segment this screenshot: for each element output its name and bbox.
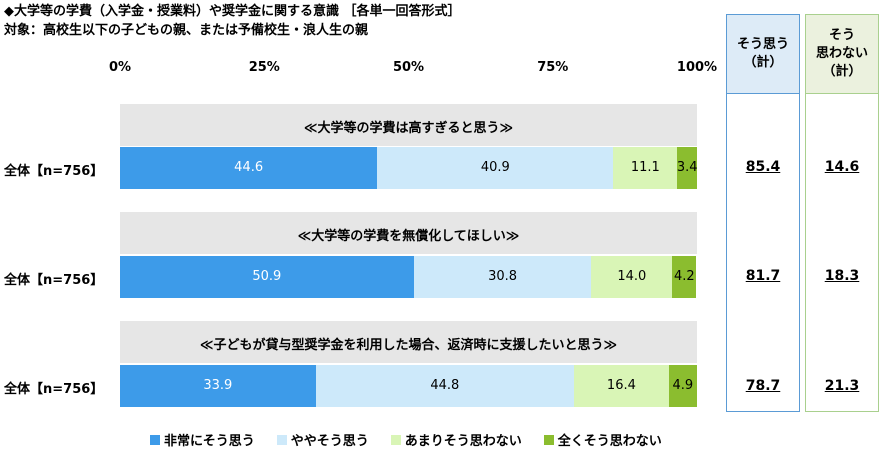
bar-data-label: 16.4: [606, 378, 636, 393]
disagree-total-header: そう 思わない （計）: [805, 14, 879, 94]
bar-data-label: 3.4: [676, 160, 698, 175]
agree-total-value: 78.7: [745, 378, 781, 394]
disagree-total-value: 18.3: [824, 268, 860, 284]
bar-data-label: 33.9: [203, 378, 233, 393]
agree-total-header: そう思う （計）: [726, 14, 800, 94]
bar-segment: [672, 256, 697, 298]
bar-data-label: 11.1: [630, 160, 660, 175]
bar-segment: [591, 256, 673, 298]
agree-total-value: 81.7: [745, 268, 781, 284]
disagree-total-value: 21.3: [824, 378, 860, 394]
legend-swatch: [150, 434, 160, 445]
question-label: ≪大学等の学費は高すぎると思う≫: [303, 121, 514, 136]
chart-title: ◆大学等の学費（入学金・授業料）や奨学金に関する意識 ［各単一回答形式］: [4, 4, 461, 19]
bar-data-label: 4.2: [673, 269, 695, 284]
x-tick-label: 100%: [676, 60, 718, 75]
legend-swatch: [276, 434, 287, 445]
legend-label: 非常にそう思う: [164, 434, 255, 449]
legend-label: ややそう思う: [290, 434, 369, 449]
chart-subtitle: 対象：高校生以下の子どもの親、または予備校生・浪人生の親: [4, 23, 369, 38]
disagree-total-header-line2: 思わない: [815, 45, 868, 61]
bar-data-label: 44.8: [430, 378, 460, 393]
bar-segment: [677, 147, 697, 189]
x-tick-label: 0%: [108, 60, 132, 75]
chart-legend: 非常にそう思う ややそう思う あまりそう思わない 全くそう思わない: [150, 430, 662, 449]
row-category-label: 全体【n=756】: [4, 382, 104, 397]
legend-item: あまりそう思わない: [390, 430, 522, 449]
bar-data-label: 40.9: [480, 160, 510, 175]
disagree-total-header-line3: （計）: [822, 63, 862, 79]
legend-item: 全くそう思わない: [543, 430, 662, 449]
legend-swatch: [543, 434, 554, 445]
bar-segment: [668, 365, 697, 407]
bar-segment: [574, 365, 669, 407]
agree-total-value: 85.4: [745, 159, 781, 175]
agree-total-column: [726, 14, 800, 412]
row-category-label: 全体【n=756】: [4, 164, 104, 179]
x-tick-label: 50%: [392, 60, 425, 75]
bar-data-label: 14.0: [617, 269, 647, 284]
disagree-total-value: 14.6: [824, 159, 860, 175]
question-band: [120, 212, 697, 254]
question-label: ≪大学等の学費を無償化してほしい≫: [297, 229, 520, 244]
x-tick-label: 75%: [537, 60, 569, 75]
legend-label: 全くそう思わない: [557, 434, 662, 449]
agree-total-header-line1: そう思う: [736, 36, 789, 52]
legend-swatch: [390, 434, 401, 445]
bar-segment: [613, 147, 678, 189]
question-band: [120, 104, 697, 146]
row-category-label: 全体【n=756】: [4, 273, 104, 288]
disagree-total-column: [805, 14, 879, 412]
bar-segment: [377, 147, 614, 189]
bar-data-label: 50.9: [252, 269, 282, 284]
bar-data-label: 4.9: [672, 378, 694, 393]
legend-label: あまりそう思わない: [404, 434, 522, 449]
bar-segment: [120, 365, 316, 407]
bar-segment: [120, 256, 414, 298]
bar-data-label: 30.8: [488, 269, 518, 284]
bar-data-label: 44.6: [234, 160, 264, 175]
bar-segment: [315, 365, 575, 407]
question-label: ≪子どもが貸与型奨学金を利用した場合、返済時に支援したいと思う≫: [199, 338, 618, 353]
agree-total-header-line2: （計）: [743, 54, 783, 70]
disagree-total-header-line1: そう: [828, 27, 855, 43]
bar-segment: [120, 147, 378, 189]
legend-item: ややそう思う: [276, 430, 369, 449]
bar-segment: [413, 256, 592, 298]
x-tick-label: 25%: [248, 60, 280, 75]
question-band: [120, 321, 697, 363]
legend-item: 非常にそう思う: [150, 430, 255, 449]
